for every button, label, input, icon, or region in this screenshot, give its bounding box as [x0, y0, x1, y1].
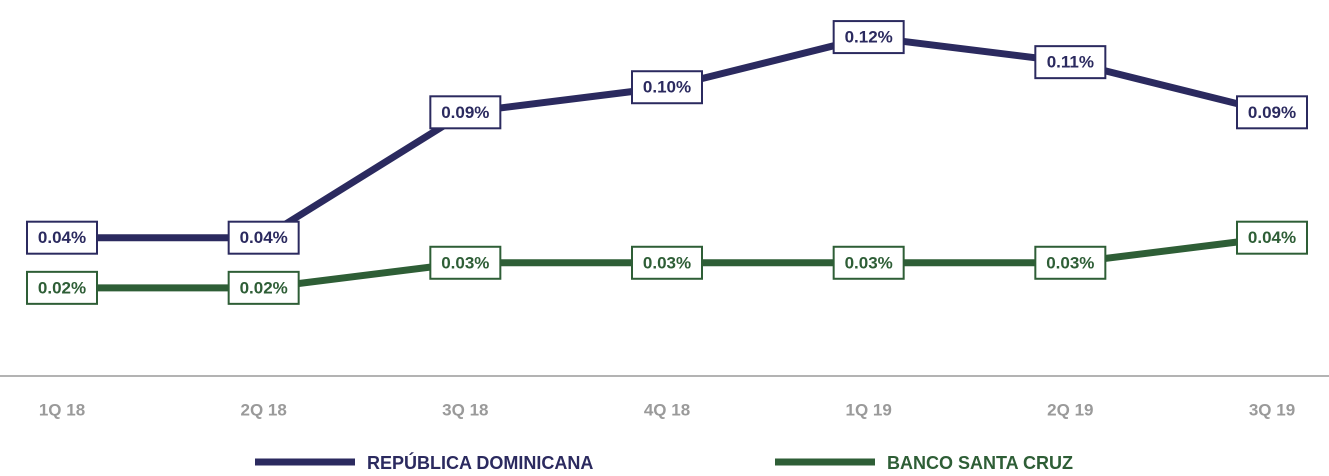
value-label-box: [631, 245, 703, 280]
value-label-box: [429, 245, 502, 280]
value-label-box: [832, 245, 905, 280]
legend-label: REPÚBLICA DOMINICANA: [367, 452, 593, 473]
value-label: 0.03%: [441, 253, 489, 272]
value-label-box: [631, 70, 703, 105]
value-label: 0.04%: [240, 228, 288, 247]
value-label-box: [1034, 245, 1107, 280]
value-label: 0.09%: [441, 103, 489, 122]
value-label: 0.04%: [38, 228, 86, 247]
value-label-box: [26, 220, 98, 255]
value-label: 0.12%: [845, 28, 893, 47]
value-label-box: [227, 270, 300, 305]
value-label: 0.11%: [1047, 53, 1094, 72]
value-label-box: [26, 270, 98, 305]
value-label: 0.03%: [1046, 253, 1094, 272]
value-label-box: [227, 220, 300, 255]
value-label-box: [1236, 220, 1308, 255]
value-label: 0.09%: [1248, 103, 1296, 122]
value-label-box: [429, 95, 502, 130]
value-label: 0.02%: [240, 278, 288, 297]
x-tick-label: 4Q 18: [644, 400, 690, 419]
value-label: 0.02%: [38, 278, 86, 297]
x-tick-label: 3Q 18: [442, 400, 488, 419]
x-tick-label: 1Q 19: [846, 400, 892, 419]
x-tick-label: 1Q 18: [39, 400, 85, 419]
value-label-box: [1236, 95, 1308, 130]
value-label: 0.03%: [643, 253, 691, 272]
value-label-box: [832, 20, 905, 55]
x-tick-label: 2Q 19: [1047, 400, 1093, 419]
legend-label: BANCO SANTA CRUZ: [887, 453, 1073, 473]
x-tick-label: 2Q 18: [241, 400, 287, 419]
value-label: 0.10%: [643, 78, 691, 97]
value-label-box: [1034, 45, 1107, 80]
value-label: 0.04%: [1248, 228, 1296, 247]
x-tick-label: 3Q 19: [1249, 400, 1295, 419]
value-label: 0.03%: [845, 253, 893, 272]
